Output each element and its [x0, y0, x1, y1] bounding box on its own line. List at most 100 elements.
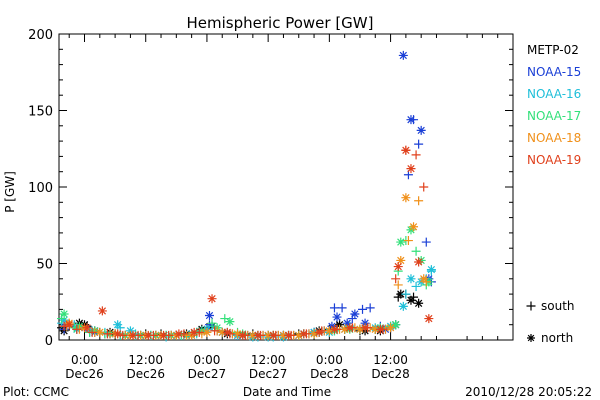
legend: METP-02 NOAA-15 NOAA-16 NOAA-17 NOAA-18 NOAA-…: [526, 43, 581, 345]
asterisk-marker: [299, 329, 309, 339]
plus-marker: [419, 182, 429, 192]
data-point-south: [393, 280, 403, 290]
asterisk-marker: [294, 330, 304, 340]
asterisk-marker: [314, 327, 324, 337]
data-point-north: [217, 327, 227, 337]
plus-marker: [414, 139, 424, 149]
x-tick-time-label: 12:00: [128, 353, 163, 367]
asterisk-marker: [340, 324, 350, 334]
asterisk-marker: [113, 320, 123, 330]
asterisk-marker: [59, 315, 69, 325]
asterisk-marker: [396, 255, 406, 265]
asterisk-marker: [233, 329, 243, 339]
asterisk-marker: [278, 330, 288, 340]
x-tick-date-label: Dec26: [65, 367, 104, 381]
data-point-north: [268, 330, 278, 340]
data-point-south: [207, 318, 217, 328]
y-axis-label: P [GW]: [3, 171, 17, 213]
x-tick-date-label: Dec28: [310, 367, 349, 381]
plus-marker: [57, 314, 67, 324]
data-point-south: [337, 303, 347, 313]
data-point-north: [314, 327, 324, 337]
plus-marker: [347, 314, 357, 324]
data-point-north: [335, 320, 345, 330]
asterisk-marker: [406, 115, 416, 125]
data-point-south: [421, 237, 431, 247]
x-axis: 0:00Dec2612:00Dec260:00Dec2712:00Dec270:…: [65, 34, 499, 381]
data-point-north: [253, 330, 263, 340]
plus-marker: [411, 246, 421, 256]
asterisk-marker: [263, 330, 273, 340]
legend-item-noaa-15: NOAA-15: [527, 65, 581, 79]
plot-credit: Plot: CCMC: [3, 385, 69, 399]
asterisk-marker: [189, 327, 199, 337]
data-point-north: [171, 330, 181, 340]
asterisk-marker: [284, 330, 294, 340]
asterisk-marker: [64, 320, 74, 330]
x-tick-date-label: Dec27: [249, 367, 288, 381]
data-point-south: [358, 304, 368, 314]
marker-legend-label: north: [541, 331, 573, 345]
asterisk-marker: [414, 298, 424, 308]
data-point-north: [95, 327, 105, 337]
data-point-north: [329, 324, 339, 334]
data-point-north: [350, 309, 360, 319]
asterisk-marker: [202, 327, 212, 337]
data-point-north: [59, 309, 69, 319]
asterisk-marker: [370, 324, 380, 334]
asterisk-marker: [125, 326, 135, 336]
asterisk-marker: [97, 306, 107, 316]
asterisk-marker: [355, 324, 365, 334]
asterisk-marker: [204, 311, 214, 321]
data-point-north: [360, 323, 370, 333]
data-point-north: [309, 329, 319, 339]
plus-marker: [391, 274, 401, 284]
data-point-north: [225, 317, 235, 327]
data-point-north: [409, 222, 419, 232]
data-point-south: [210, 326, 220, 336]
legend-item-metp-02: METP-02: [527, 43, 579, 57]
asterisk-marker: [375, 324, 385, 334]
x-tick-time-label: 0:00: [316, 353, 343, 367]
data-point-north: [113, 329, 123, 339]
asterisk-marker: [398, 301, 408, 311]
plus-marker: [401, 289, 411, 299]
data-point-north: [248, 330, 258, 340]
asterisk-marker: [95, 327, 105, 337]
legend-item-noaa-19: NOAA-19: [527, 153, 581, 167]
asterisk-marker: [128, 330, 138, 340]
data-point-north: [204, 311, 214, 321]
y-tick-label: 150: [28, 105, 53, 120]
data-point-north: [97, 306, 107, 316]
y-tick-label: 200: [28, 28, 53, 43]
data-point-north: [370, 324, 380, 334]
data-point-south: [72, 324, 82, 334]
data-point-south: [102, 329, 112, 339]
asterisk-marker: [345, 323, 355, 333]
x-tick-time-label: 12:00: [251, 353, 286, 367]
data-point-north: [398, 301, 408, 311]
asterisk-marker: [406, 295, 416, 305]
asterisk-marker: [391, 320, 401, 330]
asterisk-marker: [342, 318, 352, 328]
asterisk-marker: [253, 330, 263, 340]
y-tick-label: 50: [36, 258, 53, 273]
x-tick-time-label: 12:00: [373, 353, 408, 367]
data-point-north: [401, 193, 411, 203]
data-point-south: [403, 236, 413, 246]
data-point-south: [419, 182, 429, 192]
plus-marker: [337, 303, 347, 313]
asterisk-marker: [424, 314, 434, 324]
data-point-north: [263, 330, 273, 340]
data-point-north: [284, 330, 294, 340]
asterisk-marker: [409, 222, 419, 232]
x-tick-time-label: 0:00: [71, 353, 98, 367]
data-point-north: [406, 115, 416, 125]
plus-marker: [365, 303, 375, 313]
data-point-north: [294, 330, 304, 340]
series-noaa-17: [57, 225, 434, 340]
data-point-north: [143, 330, 153, 340]
data-point-north: [222, 327, 232, 337]
data-point-north: [340, 324, 350, 334]
